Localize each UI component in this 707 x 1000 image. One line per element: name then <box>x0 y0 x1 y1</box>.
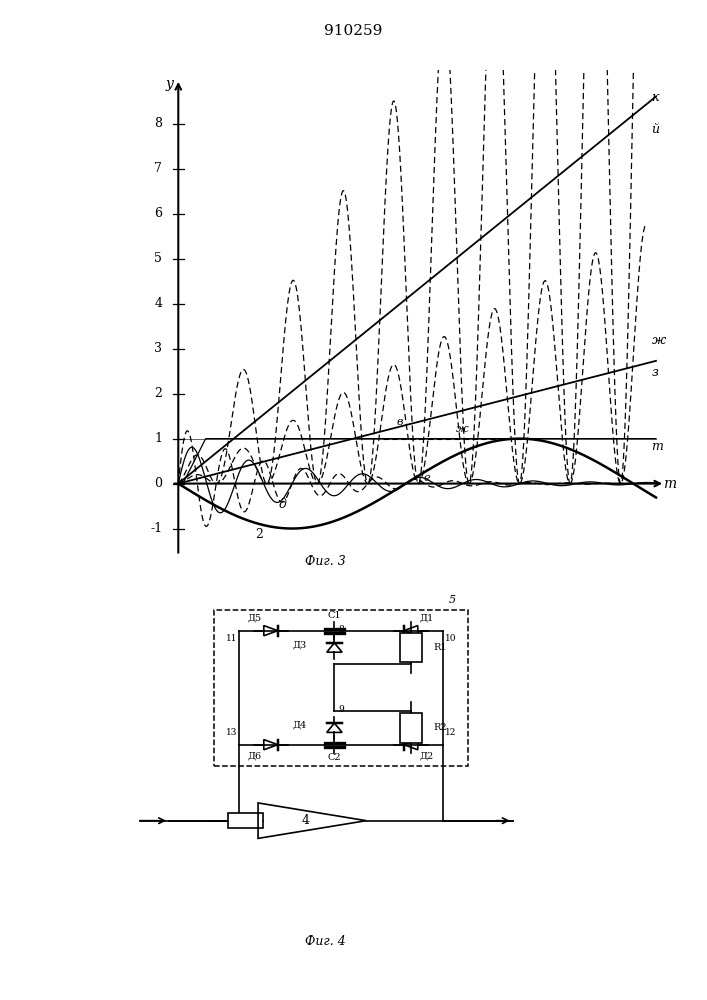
Text: 11: 11 <box>226 634 237 643</box>
Text: Д2: Д2 <box>419 751 434 760</box>
Text: в: в <box>397 417 403 427</box>
Bar <box>399 633 422 662</box>
Text: 1: 1 <box>154 432 163 445</box>
Text: Д5: Д5 <box>248 613 262 622</box>
Text: 4: 4 <box>302 814 310 827</box>
Text: Фиг. 4: Фиг. 4 <box>305 935 346 948</box>
Text: 8: 8 <box>338 625 344 634</box>
Text: 2: 2 <box>256 528 264 541</box>
Text: Д3: Д3 <box>292 641 307 650</box>
Text: з: з <box>651 366 658 379</box>
Text: 910259: 910259 <box>325 24 382 38</box>
Polygon shape <box>264 740 278 750</box>
Text: е: е <box>424 473 431 483</box>
Text: 12: 12 <box>445 728 456 737</box>
Text: -1: -1 <box>151 522 163 535</box>
Text: 10: 10 <box>445 634 456 643</box>
Text: й: й <box>651 123 660 136</box>
Text: 2: 2 <box>155 387 163 400</box>
Text: Д1: Д1 <box>419 613 434 622</box>
Text: 5: 5 <box>449 595 456 605</box>
Bar <box>214 610 468 766</box>
Text: R1: R1 <box>433 643 447 652</box>
Text: C2: C2 <box>327 753 341 762</box>
Text: у: у <box>165 77 173 91</box>
Text: ж: ж <box>456 424 469 434</box>
Text: д: д <box>279 498 286 511</box>
Text: Д6: Д6 <box>248 751 262 760</box>
Text: 13: 13 <box>226 728 237 737</box>
Text: т: т <box>651 440 663 453</box>
Text: 4: 4 <box>154 297 163 310</box>
Text: 0: 0 <box>154 477 163 490</box>
Text: 7: 7 <box>155 162 163 175</box>
Polygon shape <box>264 626 278 636</box>
Bar <box>399 713 422 743</box>
Text: т: т <box>663 477 676 491</box>
Bar <box>228 813 263 828</box>
Polygon shape <box>404 626 418 636</box>
Text: 9: 9 <box>338 705 344 714</box>
Text: 6: 6 <box>154 207 163 220</box>
Text: Д4: Д4 <box>292 721 307 730</box>
Text: C1: C1 <box>327 611 341 620</box>
Text: 5: 5 <box>155 252 163 265</box>
Polygon shape <box>327 643 342 652</box>
Text: к: к <box>651 91 659 104</box>
Text: Фиг. 3: Фиг. 3 <box>305 555 346 568</box>
Text: 3: 3 <box>154 342 163 355</box>
Text: R2: R2 <box>433 723 447 732</box>
Text: ж: ж <box>651 334 666 347</box>
Polygon shape <box>327 723 342 732</box>
Text: 8: 8 <box>154 117 163 130</box>
Polygon shape <box>404 740 418 750</box>
